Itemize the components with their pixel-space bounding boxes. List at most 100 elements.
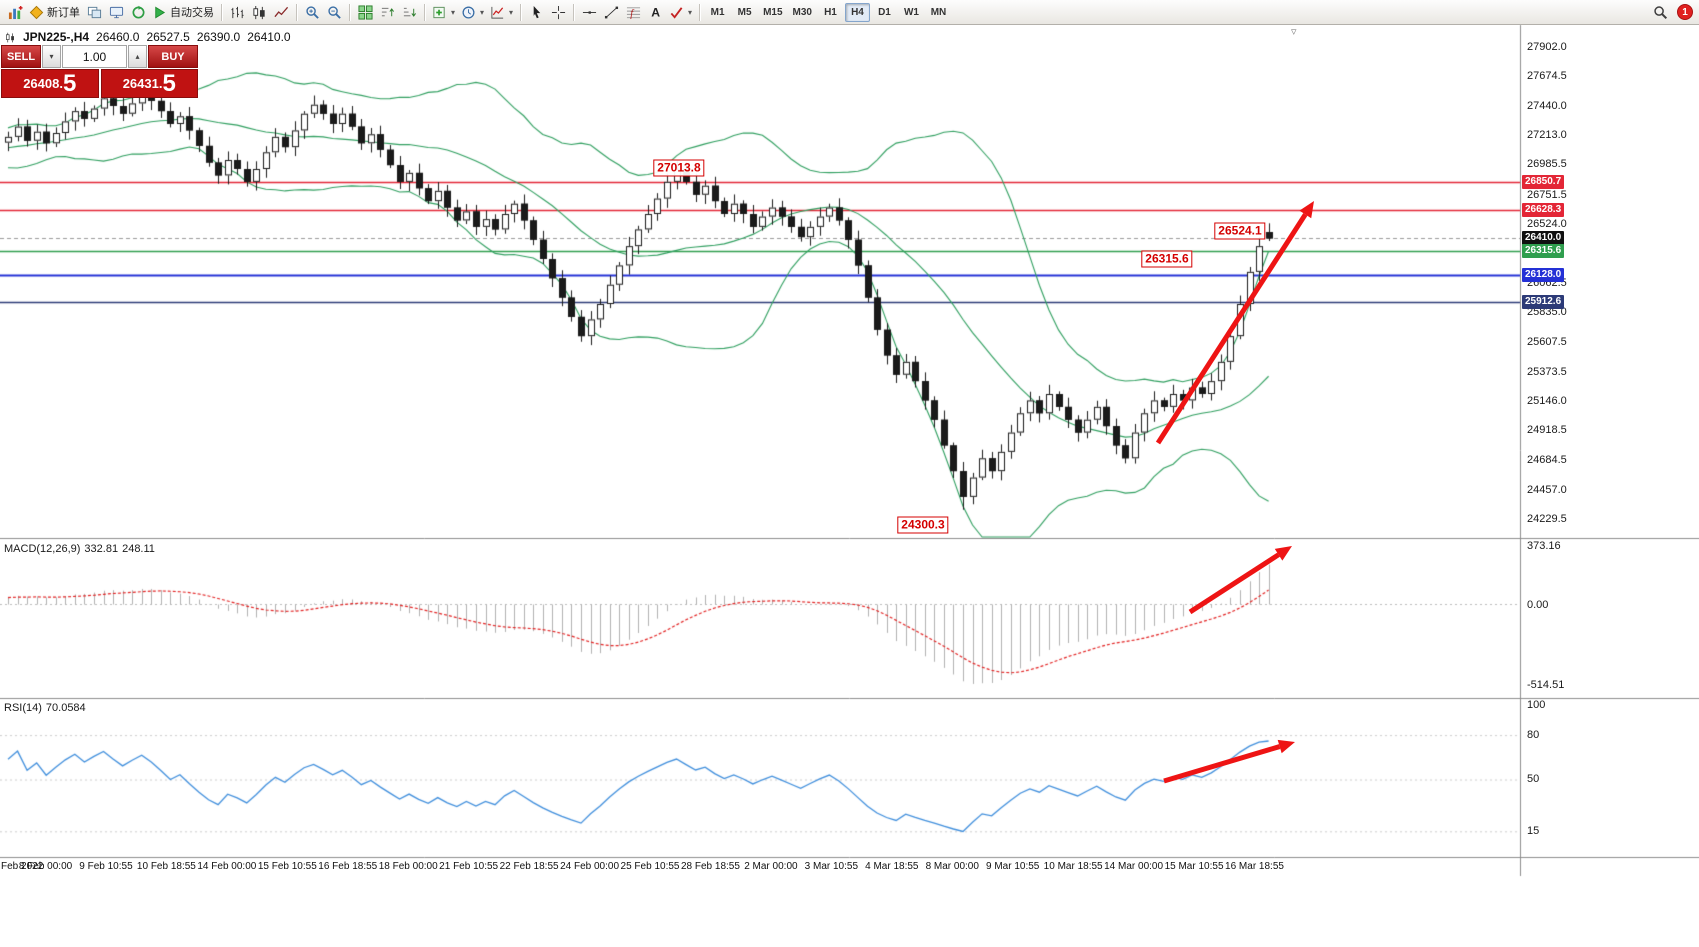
price-axis-label: 25607.5 [1527, 335, 1567, 348]
time-axis-label: 16 Feb 18:55 [318, 861, 378, 872]
periods-button[interactable]: ▾ [458, 2, 487, 23]
macd-value-signal: 248.11 [122, 543, 155, 555]
volume-input[interactable]: 1.00 [62, 45, 127, 68]
chart-shift-marker[interactable]: ▿ [1291, 26, 1297, 38]
arrange-ascending-button[interactable] [376, 2, 398, 23]
zoom-out-icon [327, 5, 342, 20]
volume-increase-button[interactable]: ▴ [128, 45, 147, 68]
timeframe-button-m15[interactable]: M15 [763, 6, 783, 18]
add-indicator-button[interactable]: ▾ [429, 2, 458, 23]
symbol-info: JPN225-,H4 26460.0 26527.5 26390.0 26410… [5, 30, 291, 44]
timeframe-button-m1[interactable]: M1 [710, 6, 725, 18]
macd-value-main: 332.81 [84, 543, 119, 555]
fibonacci-button[interactable]: f [622, 2, 644, 23]
sell-price[interactable]: 26408. 5 [1, 69, 99, 98]
timeframe-button-h4[interactable]: H4 [844, 2, 870, 22]
timeframe-button-h1[interactable]: H1 [824, 6, 837, 18]
volume-decrease-button[interactable]: ▾ [42, 45, 61, 68]
templates-button[interactable]: ▾ [487, 2, 516, 23]
price-annotation[interactable]: 27013.8 [653, 159, 705, 177]
timeframe-button-m5[interactable]: M5 [737, 6, 752, 18]
zoom-in-button[interactable] [301, 2, 323, 23]
one-click-trading-panel: SELL ▾ 1.00 ▴ BUY 26408. 5 26431. 5 [1, 45, 198, 98]
price-axis-label: 26985.5 [1527, 158, 1567, 171]
rsi-axis-label: 15 [1527, 824, 1540, 837]
chevron-down-icon: ▾ [509, 7, 514, 17]
new-order-button[interactable]: 新订单 [26, 2, 83, 23]
chevron-up-icon: ▴ [135, 52, 140, 61]
timeframe-button-d1[interactable]: D1 [878, 6, 891, 18]
cursor-button[interactable] [525, 2, 547, 23]
price-annotation[interactable]: 26315.6 [1141, 250, 1193, 268]
macd-axis-label: 373.16 [1527, 540, 1561, 553]
trendline-button[interactable] [600, 2, 622, 23]
ohlc-high: 26527.5 [146, 30, 190, 44]
svg-text:f: f [630, 8, 635, 19]
zoom-out-button[interactable] [323, 2, 345, 23]
time-axis-label: 15 Feb 10:55 [257, 861, 317, 872]
autotrading-button[interactable]: 自动交易 [149, 2, 217, 23]
price-line-badge: 26628.3 [1522, 203, 1565, 218]
timeframe-button-mn[interactable]: MN [930, 6, 947, 18]
tile-windows-button[interactable] [354, 2, 376, 23]
rsi-name: RSI(14) [4, 702, 42, 714]
line-chart-button[interactable] [270, 2, 292, 23]
time-axis-label: 18 Feb 00:00 [378, 861, 438, 872]
candlestick-chart-button[interactable] [248, 2, 270, 23]
price-line-badge: 26410.0 [1522, 231, 1565, 246]
price-axis-label: 27902.0 [1527, 40, 1567, 53]
tile-icon [357, 4, 373, 20]
time-axis-label: Feb 2022 [1, 861, 44, 872]
timeframe-button-m30[interactable]: M30 [792, 6, 812, 18]
search-button[interactable] [1649, 2, 1671, 23]
price-annotation[interactable]: 24300.3 [897, 516, 949, 534]
arrange-descending-button[interactable] [398, 2, 420, 23]
crosshair-button[interactable] [547, 2, 569, 23]
new-chart-button[interactable] [4, 2, 26, 23]
windows-icon [87, 5, 102, 20]
time-axis-label: 25 Feb 10:55 [620, 861, 680, 872]
refresh-button[interactable] [127, 2, 149, 23]
buy-button[interactable]: BUY [148, 45, 198, 68]
chart-pen-icon [490, 5, 505, 20]
rsi-axis-label: 50 [1527, 773, 1540, 785]
horizontal-line-button[interactable] [578, 2, 600, 23]
toolbar-separator [573, 3, 575, 21]
sell-button[interactable]: SELL [1, 45, 41, 68]
time-axis-label: 22 Feb 18:55 [499, 861, 559, 872]
toolbar-separator [221, 3, 222, 21]
price-axis-label: 26751.5 [1527, 188, 1567, 201]
market-watch-button[interactable] [105, 2, 127, 23]
line-chart-icon [273, 5, 289, 20]
new-order-button-label: 新订单 [47, 7, 80, 19]
macd-label: MACD(12,26,9) 332.81 248.11 [4, 543, 159, 555]
chevron-down-icon: ▾ [480, 7, 485, 17]
text-icon: A [648, 5, 663, 20]
timeframe-button-w1[interactable]: W1 [903, 6, 919, 18]
svg-text:A: A [651, 5, 660, 19]
trend-icon [604, 5, 619, 20]
arrows-button[interactable]: ▾ [666, 2, 695, 23]
time-axis-label: 14 Mar 00:00 [1104, 861, 1164, 872]
price-axis-label: 25373.5 [1527, 365, 1567, 378]
toolbar-separator [424, 3, 425, 21]
price-annotation[interactable]: 26524.1 [1214, 222, 1266, 240]
time-axis-label: 9 Mar 10:55 [986, 861, 1040, 872]
chevron-down-icon: ▾ [49, 52, 54, 61]
buy-price[interactable]: 26431. 5 [100, 69, 198, 98]
text-button[interactable]: A [644, 2, 666, 23]
macd-axis-label: -514.51 [1527, 678, 1565, 691]
time-axis-label: 10 Feb 18:55 [136, 861, 196, 872]
notification-badge[interactable]: 1 [1677, 4, 1693, 20]
hline-icon [582, 5, 597, 20]
bar-chart-button[interactable] [226, 2, 248, 23]
chart-profiles-button[interactable] [83, 2, 105, 23]
price-line-badge: 26315.6 [1522, 243, 1565, 258]
toolbar-separator [296, 3, 297, 21]
time-axis-label: 9 Feb 10:55 [79, 861, 133, 872]
symbol-chart-icon[interactable] [5, 32, 16, 43]
bars-icon [230, 5, 245, 20]
time-axis-label: 8 Feb 00:00 [18, 861, 73, 872]
